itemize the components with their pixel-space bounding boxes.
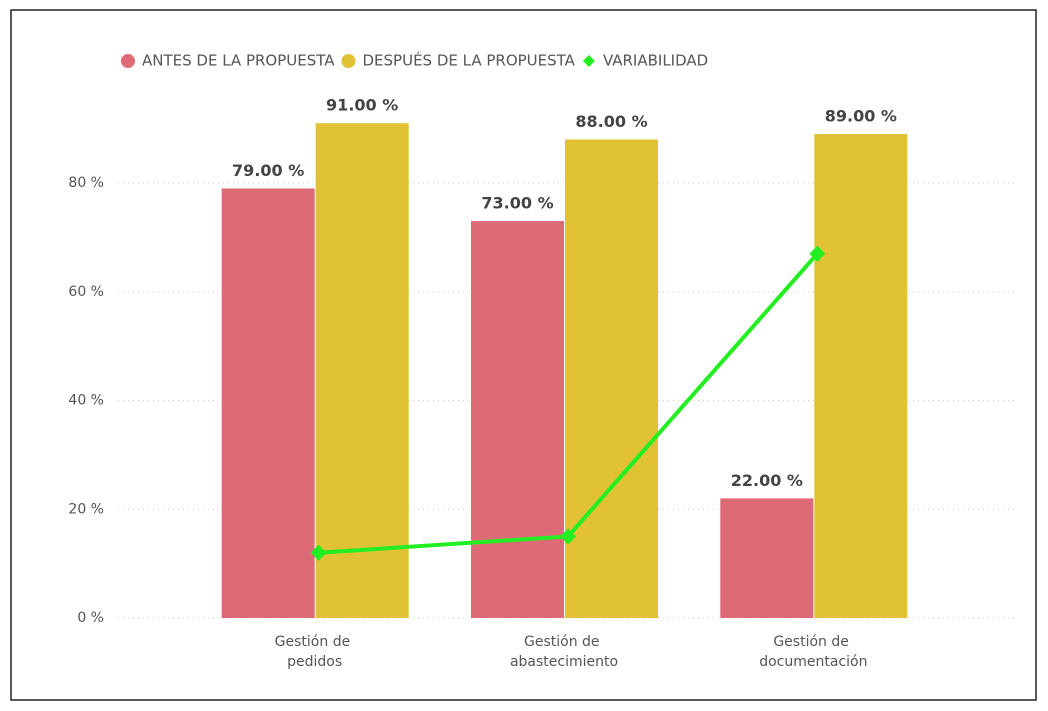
line-marker [560,528,576,545]
y-tick-label: 0 % [77,610,104,626]
legend-marker [341,54,356,68]
line-marker [809,245,826,262]
x-tick-line: Gestión de [524,634,604,650]
x-tick-label: Gestión de abastecimiento [510,634,618,670]
data-label: 73.00 % [481,194,553,213]
y-tick-label: 20 % [68,501,104,517]
x-tick-line: abastecimiento [510,654,618,670]
legend-label: DESPUÉS DE LA PROPUESTA [363,51,576,70]
x-tick-label: Gestión de documentación [759,634,867,670]
y-tick-label: 80 % [68,175,104,191]
x-tick-line: documentación [759,654,867,670]
bar [471,221,564,618]
data-label: 89.00 % [825,107,897,126]
bar [315,123,409,618]
legend-marker [582,55,595,67]
bar [814,134,908,618]
data-label: 91.00 % [326,96,398,115]
bar [221,188,315,618]
bar [720,498,814,618]
data-label: 22.00 % [731,471,803,490]
x-tick-label: Gestión de pedidos [275,634,355,670]
frame [10,9,1037,701]
data-label: 79.00 % [232,161,304,180]
legend-marker [121,54,135,68]
bar [565,139,658,618]
legend-label: VARIABILIDAD [603,52,708,70]
data-label: 88.00 % [575,112,647,131]
legend-label: ANTES DE LA PROPUESTA [142,52,335,70]
x-tick-line: Gestión de [773,634,853,650]
x-tick-line: Gestión de [275,634,355,650]
line-marker [310,544,327,561]
y-tick-label: 40 % [68,393,104,409]
y-tick-label: 60 % [68,284,104,300]
x-tick-line: pedidos [287,654,342,670]
